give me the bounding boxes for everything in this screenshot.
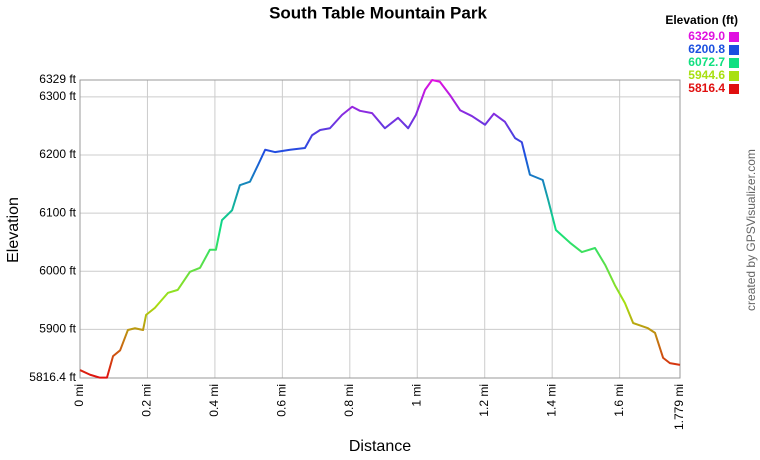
y-tick-label: 6300 ft	[39, 89, 76, 103]
x-tick-label: 1.779 mi	[672, 384, 686, 430]
x-tick-label: 0.6 mi	[275, 384, 289, 417]
legend-label: 5816.4	[688, 81, 725, 95]
elevation-line	[79, 79, 681, 379]
legend-label: 6200.8	[688, 42, 725, 56]
y-tick-label: 5816.4 ft	[29, 370, 76, 384]
legend-swatch	[729, 58, 739, 68]
x-tick-label: 1.4 mi	[544, 384, 558, 417]
y-axis-label: Elevation	[5, 197, 22, 263]
y-tick-label: 6100 ft	[39, 205, 76, 219]
y-tick-label: 5900 ft	[39, 322, 76, 336]
y-tick-label: 6000 ft	[39, 263, 76, 277]
x-tick-label: 0.4 mi	[207, 384, 221, 417]
credit: created by GPSVisualizer.com	[744, 149, 758, 311]
x-tick-label: 0 mi	[72, 384, 86, 407]
legend-label: 5944.6	[688, 68, 725, 82]
legend-swatch	[729, 71, 739, 81]
legend-swatch	[729, 84, 739, 94]
chart-title: South Table Mountain Park	[269, 3, 487, 22]
x-tick-label: 0.8 mi	[342, 384, 356, 417]
y-tick-label: 6200 ft	[39, 147, 76, 161]
plot-frame	[79, 79, 681, 379]
legend-swatch	[729, 32, 739, 42]
x-tick-label: 0.2 mi	[140, 384, 154, 417]
x-tick-label: 1.6 mi	[612, 384, 626, 417]
y-tick-label: 6329 ft	[39, 72, 76, 86]
x-tick-label: 1.2 mi	[477, 384, 491, 417]
legend-label: 6329.0	[688, 29, 725, 43]
x-tick-label: 1 mi	[409, 384, 423, 407]
x-axis-label: Distance	[349, 438, 411, 455]
legend-label: 6072.7	[688, 55, 725, 69]
legend-title: Elevation (ft)	[665, 13, 738, 27]
legend-swatch	[729, 45, 739, 55]
